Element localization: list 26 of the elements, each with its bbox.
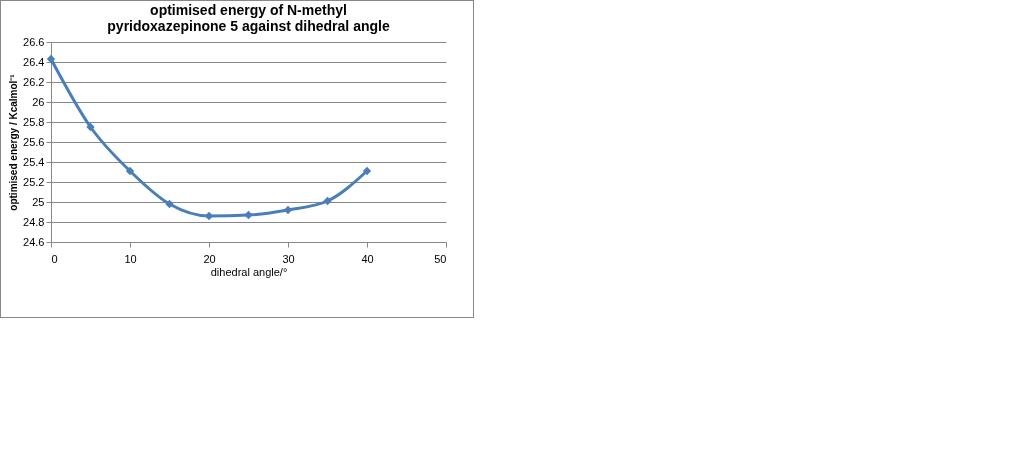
y-tick-label: 26.2	[23, 75, 45, 88]
y-tick-label: 25.2	[23, 175, 45, 188]
y-tick-label: 26.6	[23, 35, 45, 48]
y-tick-label: 26	[32, 95, 45, 108]
point	[165, 199, 174, 209]
y-tick-label: 24.6	[23, 235, 45, 248]
point	[323, 196, 332, 206]
y-tick-label: 24.8	[23, 215, 45, 228]
x-tick-label: 40	[361, 252, 374, 265]
x-tick-label: 0	[51, 252, 58, 265]
x-tick-label: 10	[124, 252, 137, 265]
point	[86, 122, 95, 132]
point	[362, 166, 372, 176]
x-tick-label: 20	[203, 252, 216, 265]
x-tick-label: 30	[282, 252, 295, 265]
x-tick-label: 50	[434, 252, 447, 265]
y-tick-label: 26.4	[23, 55, 45, 68]
point	[125, 166, 135, 176]
chart-title: optimised energy of N-methyl pyridoxazepinone 5 against dihedral angle	[107, 2, 390, 34]
y-axis-title: optimised energy / Kcalmol⁻¹	[8, 73, 20, 211]
y-tick-label: 25	[32, 195, 45, 208]
point	[244, 210, 253, 220]
y-tick-label: 25.6	[23, 135, 45, 148]
y-tick-label: 25.4	[23, 155, 45, 168]
y-tick-label: 25.8	[23, 115, 45, 128]
x-axis-title: dihedral angle/°	[210, 265, 288, 278]
